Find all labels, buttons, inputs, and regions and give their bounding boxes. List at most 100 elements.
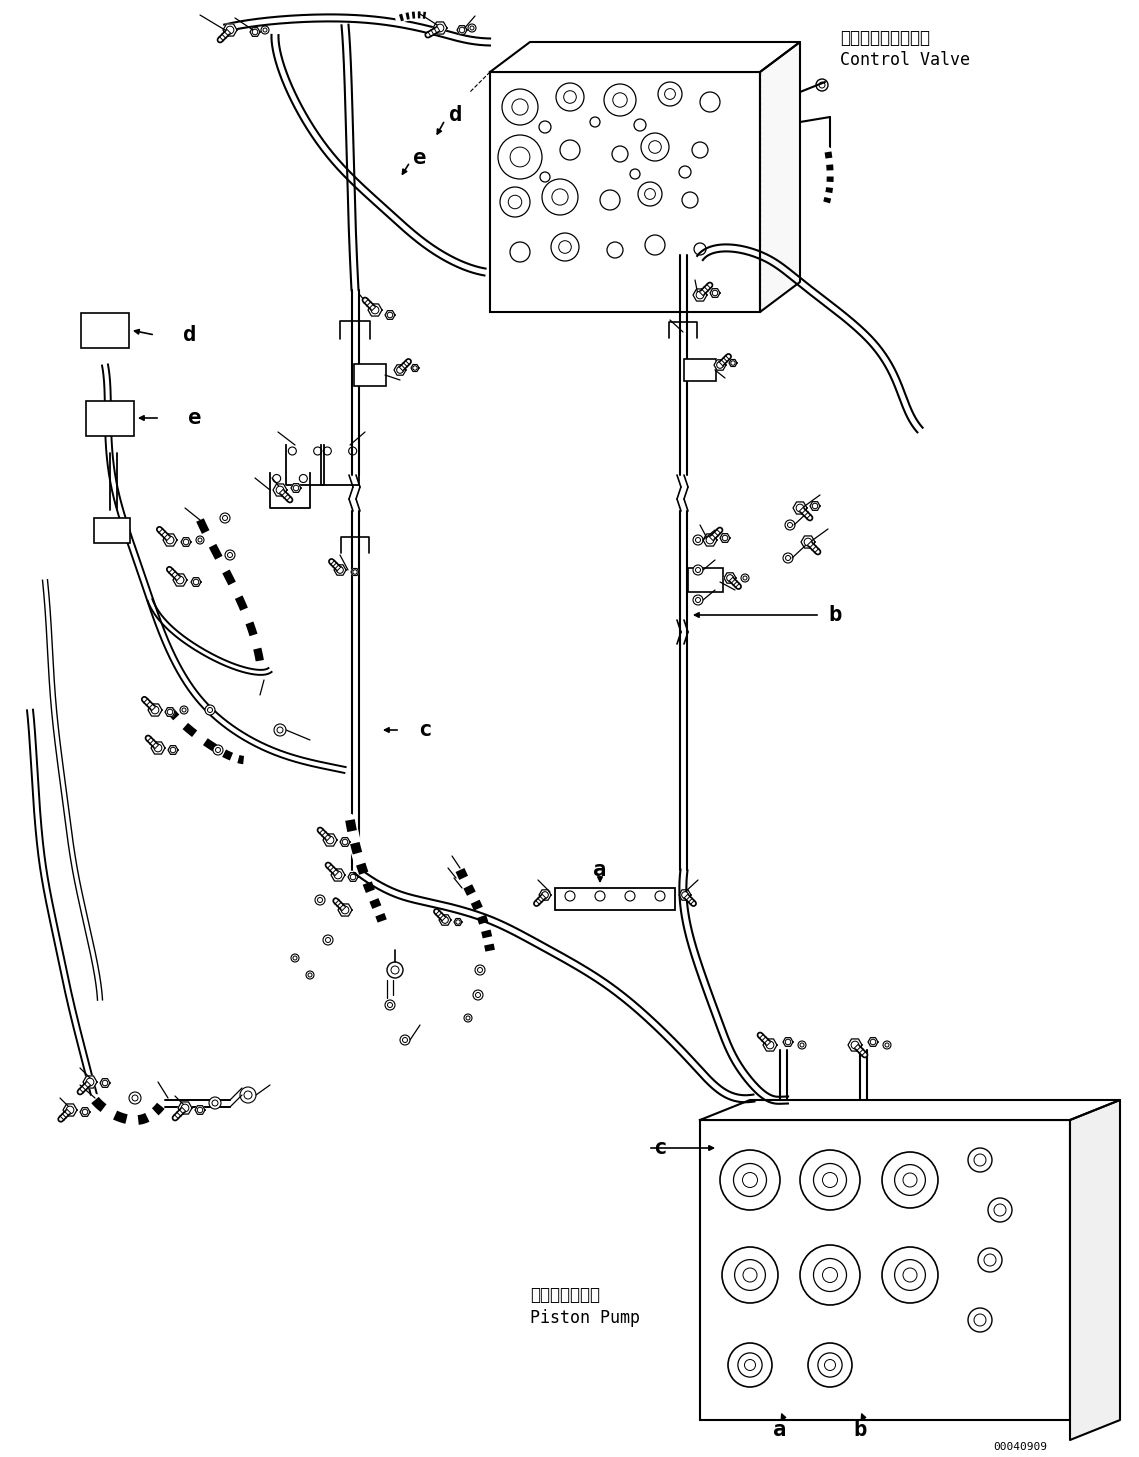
Polygon shape bbox=[273, 484, 287, 495]
Circle shape bbox=[785, 1039, 790, 1045]
Circle shape bbox=[565, 892, 575, 900]
Circle shape bbox=[272, 475, 280, 482]
Circle shape bbox=[649, 141, 662, 153]
Circle shape bbox=[727, 574, 734, 581]
Circle shape bbox=[984, 1254, 995, 1266]
Circle shape bbox=[645, 235, 665, 255]
Circle shape bbox=[735, 1260, 765, 1291]
Circle shape bbox=[277, 727, 282, 733]
Polygon shape bbox=[191, 577, 200, 586]
Circle shape bbox=[786, 555, 790, 561]
Text: ピストンポンプ: ピストンポンプ bbox=[530, 1287, 600, 1304]
Circle shape bbox=[96, 523, 110, 538]
Circle shape bbox=[464, 1014, 472, 1021]
Circle shape bbox=[638, 182, 662, 205]
Circle shape bbox=[183, 539, 189, 545]
Circle shape bbox=[595, 892, 605, 900]
Circle shape bbox=[693, 577, 699, 583]
Circle shape bbox=[787, 523, 793, 527]
Circle shape bbox=[276, 487, 284, 494]
Bar bbox=[81, 312, 129, 348]
Circle shape bbox=[738, 1354, 762, 1377]
Circle shape bbox=[994, 1203, 1006, 1217]
Circle shape bbox=[274, 724, 286, 736]
Circle shape bbox=[326, 836, 334, 844]
Text: e: e bbox=[188, 408, 202, 428]
Circle shape bbox=[88, 408, 108, 428]
Circle shape bbox=[693, 594, 703, 605]
Circle shape bbox=[227, 26, 233, 34]
Circle shape bbox=[974, 1154, 986, 1166]
Polygon shape bbox=[323, 833, 337, 847]
Circle shape bbox=[767, 1042, 773, 1049]
Circle shape bbox=[706, 536, 714, 543]
Circle shape bbox=[641, 133, 669, 162]
Polygon shape bbox=[439, 915, 451, 925]
Circle shape bbox=[293, 956, 297, 960]
Circle shape bbox=[785, 520, 795, 530]
Bar bbox=[555, 887, 675, 911]
Circle shape bbox=[808, 1343, 852, 1387]
Circle shape bbox=[564, 90, 576, 103]
Polygon shape bbox=[334, 565, 346, 576]
Circle shape bbox=[707, 573, 721, 587]
Polygon shape bbox=[801, 536, 816, 548]
Circle shape bbox=[634, 119, 646, 131]
Circle shape bbox=[542, 892, 548, 899]
Circle shape bbox=[114, 523, 128, 538]
Circle shape bbox=[745, 1359, 755, 1371]
Circle shape bbox=[442, 916, 449, 924]
Circle shape bbox=[542, 179, 577, 216]
Circle shape bbox=[228, 552, 232, 558]
Polygon shape bbox=[724, 573, 736, 583]
Text: a: a bbox=[773, 1421, 787, 1440]
Polygon shape bbox=[173, 574, 187, 586]
Polygon shape bbox=[679, 890, 691, 900]
Circle shape bbox=[885, 1043, 890, 1048]
Circle shape bbox=[502, 89, 538, 125]
Circle shape bbox=[689, 367, 695, 373]
Polygon shape bbox=[181, 538, 191, 546]
Polygon shape bbox=[729, 360, 737, 367]
Circle shape bbox=[167, 710, 173, 715]
Polygon shape bbox=[433, 22, 446, 34]
Circle shape bbox=[112, 325, 122, 335]
Polygon shape bbox=[793, 503, 808, 514]
Polygon shape bbox=[195, 1106, 205, 1115]
Polygon shape bbox=[454, 918, 462, 925]
Circle shape bbox=[387, 1002, 393, 1007]
Circle shape bbox=[600, 189, 620, 210]
Polygon shape bbox=[63, 1104, 77, 1116]
Circle shape bbox=[375, 372, 382, 377]
Polygon shape bbox=[368, 305, 382, 316]
Circle shape bbox=[103, 1080, 108, 1085]
Circle shape bbox=[682, 192, 698, 208]
Circle shape bbox=[498, 136, 542, 179]
Circle shape bbox=[396, 367, 403, 373]
Circle shape bbox=[88, 325, 98, 335]
Polygon shape bbox=[763, 1039, 777, 1050]
Circle shape bbox=[696, 567, 700, 573]
Circle shape bbox=[696, 538, 700, 542]
Circle shape bbox=[83, 321, 103, 339]
Polygon shape bbox=[100, 1078, 110, 1087]
Circle shape bbox=[743, 1268, 757, 1282]
Circle shape bbox=[473, 989, 483, 1000]
Circle shape bbox=[500, 186, 530, 217]
Circle shape bbox=[66, 1106, 74, 1113]
Polygon shape bbox=[782, 1037, 793, 1046]
Circle shape bbox=[351, 874, 355, 880]
Circle shape bbox=[711, 577, 718, 583]
Circle shape bbox=[694, 243, 706, 255]
Circle shape bbox=[470, 26, 474, 31]
Circle shape bbox=[170, 747, 175, 753]
Circle shape bbox=[196, 536, 204, 543]
Polygon shape bbox=[490, 42, 800, 71]
Circle shape bbox=[117, 526, 124, 533]
Circle shape bbox=[903, 1173, 917, 1187]
Circle shape bbox=[459, 28, 465, 32]
Circle shape bbox=[728, 1343, 772, 1387]
Circle shape bbox=[180, 707, 188, 714]
Circle shape bbox=[819, 82, 825, 87]
Circle shape bbox=[743, 1173, 757, 1187]
